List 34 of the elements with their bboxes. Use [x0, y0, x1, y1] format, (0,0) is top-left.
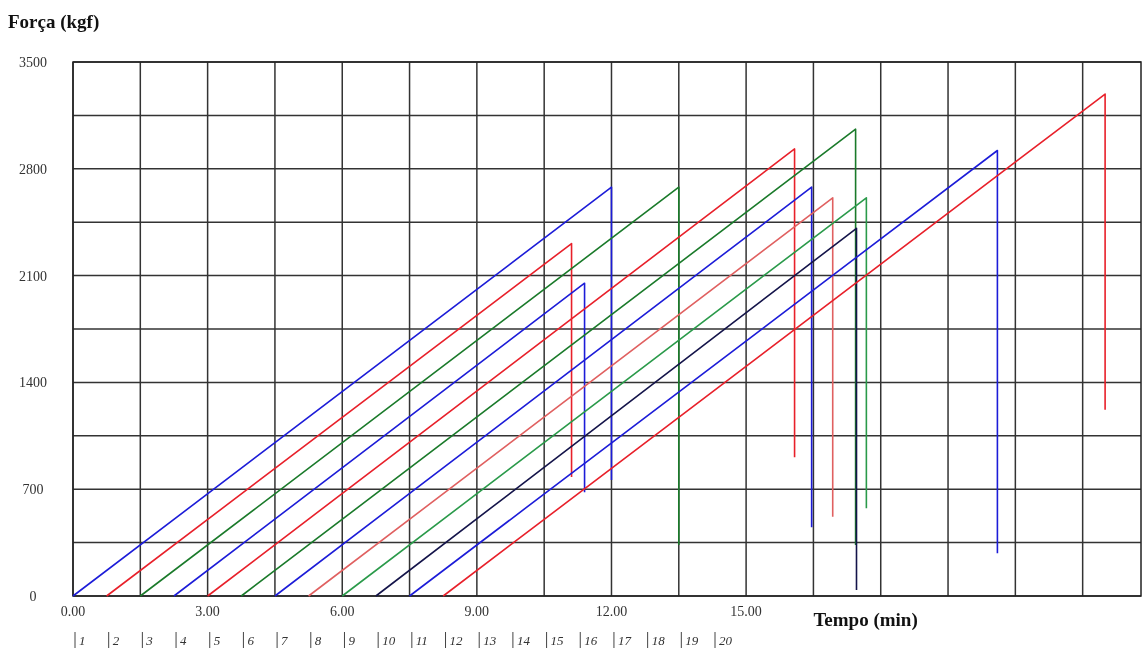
y-axis-title: Força (kgf)	[8, 11, 100, 33]
x-tick-label: 6.00	[329, 604, 355, 619]
x2-tick-label: 12	[449, 633, 464, 648]
x2-tick-label: 6	[247, 633, 255, 648]
x2-tick-label: 16	[584, 633, 598, 648]
x2-tick-label: 17	[617, 633, 632, 648]
y-tick-label: 700	[22, 482, 44, 498]
x2-tick-label: 18	[651, 633, 666, 648]
y-tick-label: 3500	[19, 54, 47, 70]
x-tick-label: 9.00	[464, 604, 490, 619]
x2-tick-label: 4	[180, 633, 188, 648]
x2-tick-label: 14	[516, 633, 531, 648]
x2-tick-label: 1	[79, 633, 86, 648]
y-tick-label: 2100	[19, 268, 47, 284]
x2-tick-label: 11	[415, 633, 428, 648]
x-tick-label: 15.00	[730, 604, 762, 619]
x2-tick-label: 8	[314, 633, 322, 648]
x-axis-title: Tempo (min)	[813, 609, 918, 631]
x-tick-label: 12.00	[595, 604, 628, 619]
x2-tick-label: 10	[382, 633, 396, 648]
x-tick-label: 0.00	[60, 604, 86, 619]
y-tick-label: 1400	[19, 375, 47, 391]
x2-tick-label: 19	[685, 633, 699, 648]
x2-tick-label: 3	[145, 633, 154, 648]
x2-tick-label: 7	[281, 633, 289, 648]
x2-tick-label: 2	[112, 633, 120, 648]
x-tick-label: 3.00	[195, 604, 220, 619]
x2-tick-label: 5	[213, 633, 221, 648]
x2-tick-label: 13	[483, 633, 497, 648]
y-tick-label: 0	[29, 588, 37, 604]
x2-tick-label: 15	[550, 633, 565, 648]
x2-tick-label: 20	[719, 633, 733, 648]
x2-tick-label: 9	[348, 633, 356, 648]
y-tick-label: 2800	[19, 161, 47, 177]
